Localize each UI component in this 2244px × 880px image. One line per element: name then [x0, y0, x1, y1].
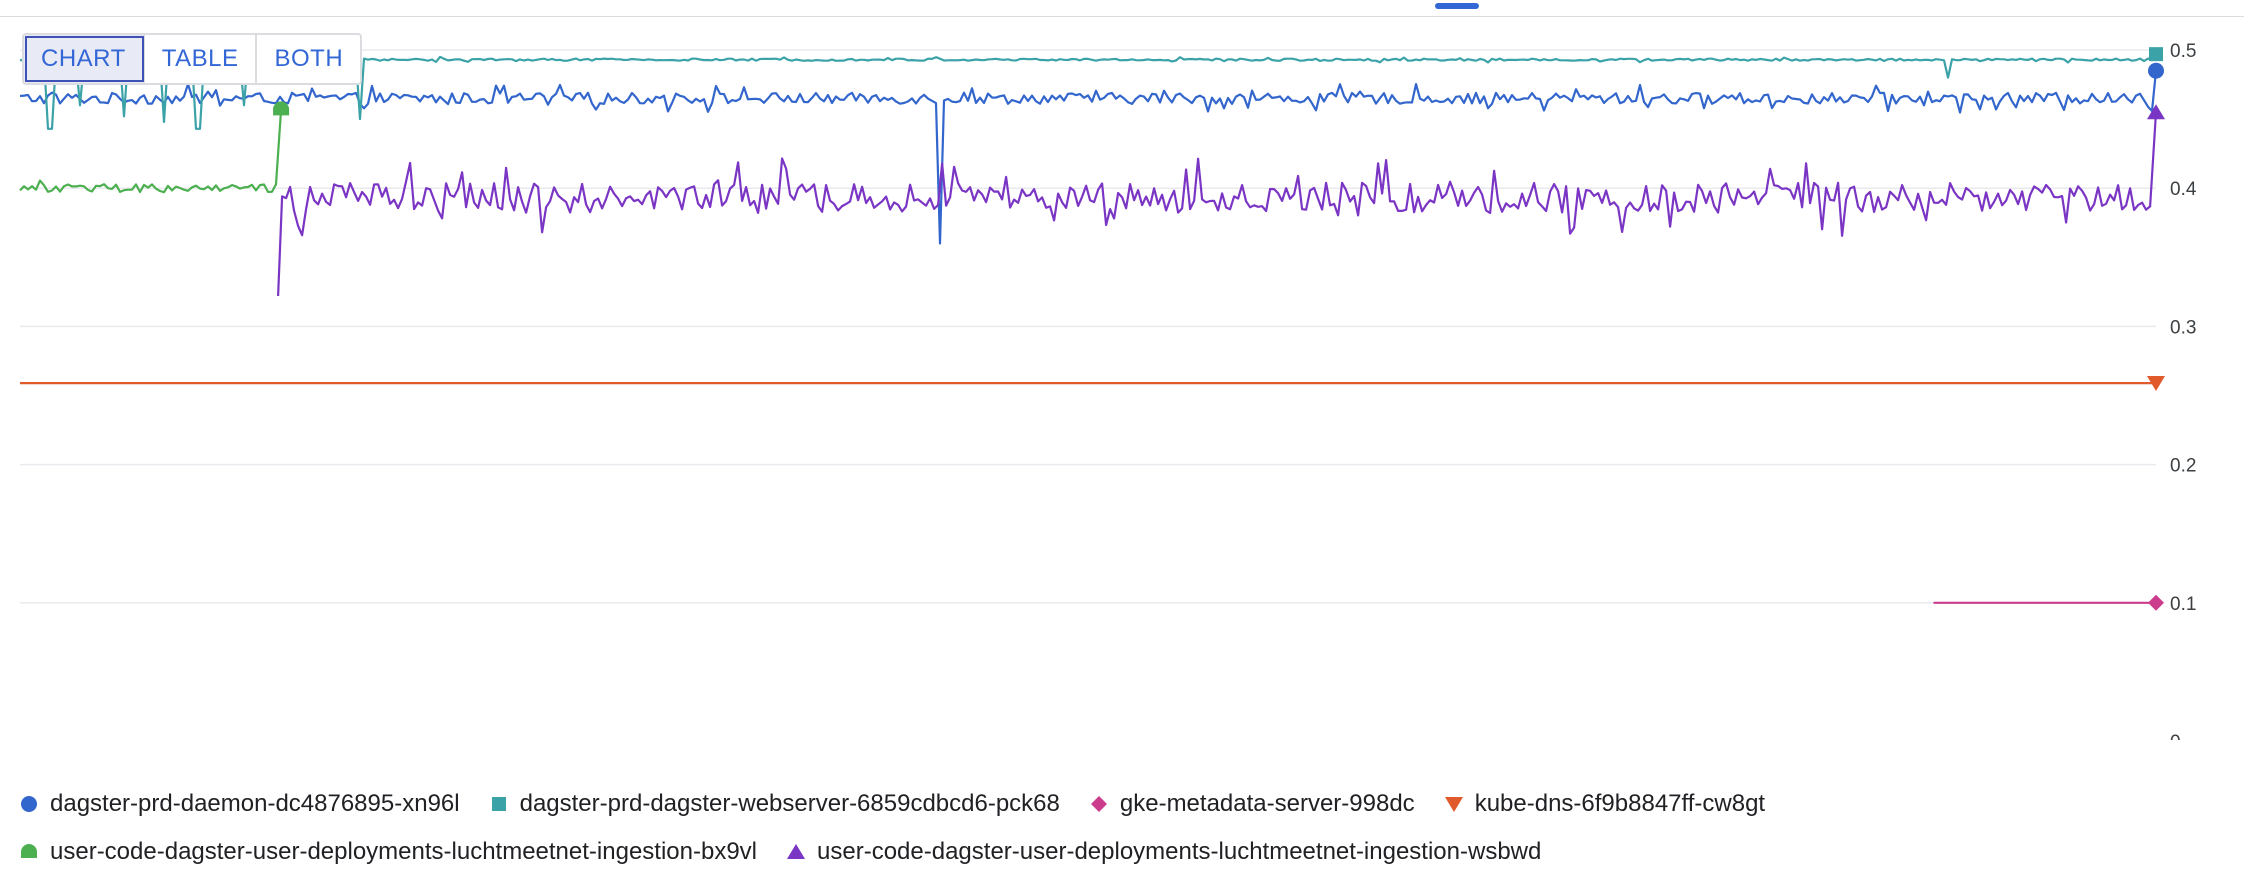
diamond-legend-icon [1090, 796, 1107, 812]
y-tick-label: 0.5 [2170, 41, 2196, 62]
series-end-marker [2148, 62, 2164, 79]
series-end-marker [2148, 594, 2164, 611]
series-end-marker [2149, 47, 2163, 62]
legend-item[interactable]: dagster-prd-dagster-webserver-6859cdbcd6… [490, 790, 1060, 818]
triangle-up-legend-icon [787, 844, 806, 859]
series-end-marker [273, 101, 290, 116]
diamond-icon [1090, 796, 1107, 812]
square-legend-icon [491, 797, 506, 811]
legend-item[interactable]: kube-dns-6f9b8847ff-cw8gt [1444, 790, 1766, 818]
both-view-button[interactable]: BOTH [274, 45, 344, 72]
legend-label: dagster-prd-daemon-dc4876895-xn96l [50, 790, 460, 817]
circle-legend-icon [21, 796, 37, 812]
y-tick-label: 0.4 [2170, 179, 2197, 200]
chart-view-button[interactable]: CHART [24, 35, 145, 83]
legend-label: dagster-prd-dagster-webserver-6859cdbcd6… [519, 790, 1060, 817]
legend-label: gke-metadata-server-998dc [1119, 790, 1415, 817]
legend-row: user-code-dagster-user-deployments-lucht… [20, 838, 1571, 866]
square-icon [491, 797, 506, 811]
circle-icon [21, 796, 37, 812]
series-end-marker [2147, 104, 2165, 120]
legend-item[interactable]: gke-metadata-server-998dc [1090, 790, 1415, 818]
view-toggle[interactable]: CHART TABLE BOTH [22, 33, 363, 85]
line-chart[interactable]: 00.10.20.30.40.5 UTC+111:00 PMFeb 181:00… [0, 0, 2244, 740]
legend-item[interactable]: user-code-dagster-user-deployments-lucht… [20, 838, 757, 866]
semicircle-icon [21, 844, 37, 858]
series-end-marker [2147, 376, 2165, 392]
series-line[interactable] [19, 109, 283, 194]
chart-gridlines [20, 49, 2156, 604]
legend-row: dagster-prd-daemon-dc4876895-xn96l dagste… [20, 790, 1795, 818]
y-tick-label: 0.2 [2170, 456, 2196, 477]
triangle-down-legend-icon [1444, 797, 1463, 812]
series-line[interactable] [19, 53, 2157, 130]
series-line[interactable] [19, 70, 2158, 245]
panel-drag-handle[interactable] [1435, 3, 1479, 9]
semicircle-legend-icon [21, 844, 37, 858]
y-tick-label: 0.3 [2170, 317, 2196, 338]
legend-label: kube-dns-6f9b8847ff-cw8gt [1474, 790, 1766, 817]
triangle-up-icon [787, 844, 806, 859]
top-divider [0, 16, 2244, 17]
series-line[interactable] [277, 112, 2158, 297]
legend-item[interactable]: user-code-dagster-user-deployments-lucht… [787, 838, 1541, 866]
y-axis-ticks: 0 0.1 0.2 0.3 0.4 0.5 [2170, 41, 2197, 740]
triangle-down-icon [1444, 797, 1463, 812]
legend-label: user-code-dagster-user-deployments-lucht… [50, 838, 758, 865]
y-tick-label: 0.1 [2170, 594, 2196, 615]
series-end-markers [273, 47, 2165, 611]
chart-series[interactable] [19, 53, 2158, 604]
legend-label: user-code-dagster-user-deployments-lucht… [817, 838, 1542, 865]
y-tick-label: 0 [2170, 732, 2181, 740]
legend-item[interactable]: dagster-prd-daemon-dc4876895-xn96l [20, 790, 460, 818]
table-view-button[interactable]: TABLE [145, 35, 258, 83]
